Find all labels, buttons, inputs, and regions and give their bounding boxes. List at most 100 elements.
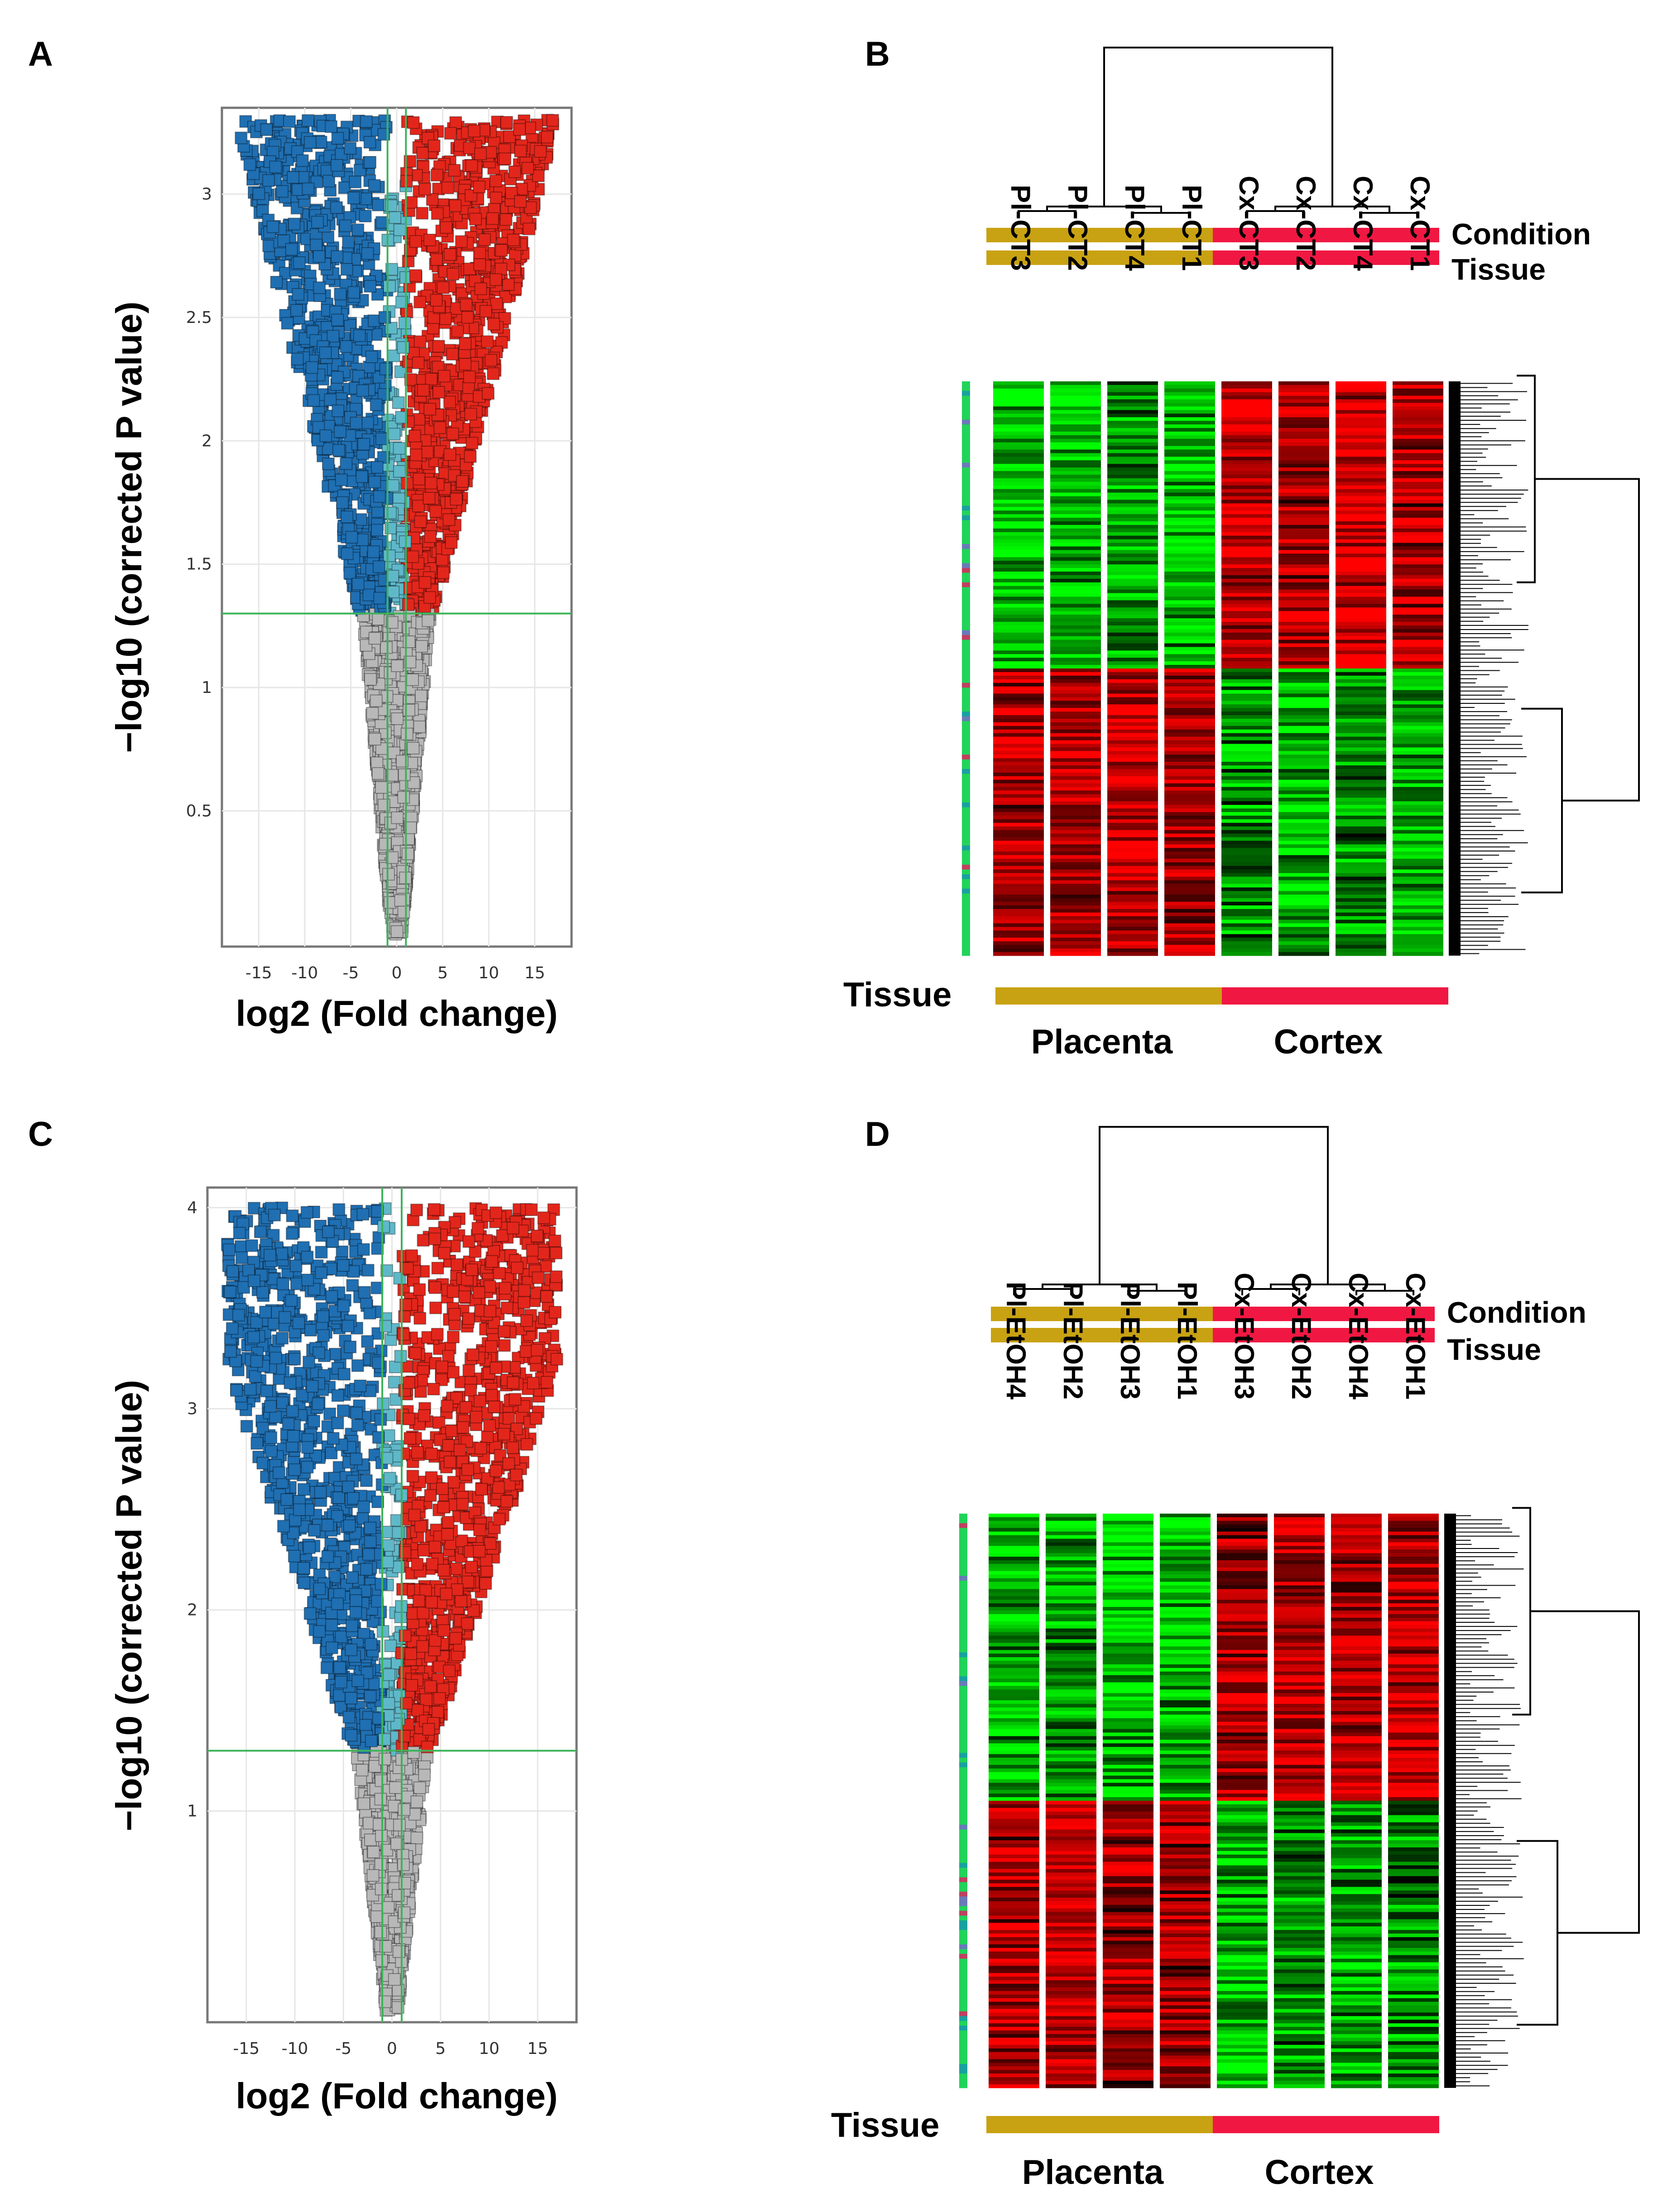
data-point xyxy=(331,371,344,384)
data-point xyxy=(464,1384,477,1397)
data-point xyxy=(361,1264,375,1277)
y-tick-label: 1.5 xyxy=(186,555,212,574)
data-point xyxy=(449,116,462,129)
data-point xyxy=(243,158,256,171)
data-point xyxy=(461,1575,475,1588)
data-point xyxy=(456,1421,470,1434)
data-point xyxy=(424,530,437,543)
data-point xyxy=(507,1376,520,1389)
data-point xyxy=(370,756,384,769)
data-point xyxy=(474,1442,487,1455)
data-point xyxy=(437,1624,450,1637)
data-point xyxy=(256,1286,269,1299)
data-point xyxy=(405,196,418,209)
x-tick-label: 0 xyxy=(392,964,402,982)
data-point xyxy=(303,1607,317,1620)
data-point xyxy=(364,673,377,686)
data-point xyxy=(413,413,426,426)
data-point xyxy=(351,223,365,236)
data-point xyxy=(550,1270,563,1283)
data-point xyxy=(447,1285,460,1298)
data-point xyxy=(350,417,363,430)
data-point xyxy=(473,258,486,271)
data-point xyxy=(289,1259,303,1272)
data-point xyxy=(392,396,405,409)
data-point xyxy=(540,1290,553,1303)
data-point xyxy=(310,238,323,251)
data-point xyxy=(375,216,389,229)
data-point xyxy=(397,791,410,804)
data-point xyxy=(481,1564,494,1577)
data-point xyxy=(402,832,415,846)
data-point xyxy=(398,317,411,330)
data-point xyxy=(423,492,436,505)
data-point xyxy=(328,1347,341,1361)
data-point xyxy=(235,1251,248,1265)
data-point xyxy=(291,352,304,365)
data-point xyxy=(292,1316,305,1329)
data-point xyxy=(495,262,508,275)
data-point xyxy=(254,1225,267,1238)
data-point xyxy=(356,1207,370,1221)
data-point xyxy=(499,152,512,165)
data-point xyxy=(467,125,481,138)
data-point xyxy=(363,1307,376,1320)
data-point xyxy=(266,220,279,233)
data-point xyxy=(347,192,360,205)
data-point xyxy=(342,1481,355,1494)
data-point xyxy=(322,231,335,244)
data-point xyxy=(260,1385,273,1398)
data-point xyxy=(455,235,468,248)
data-point xyxy=(284,1376,297,1390)
data-point xyxy=(442,1516,455,1529)
data-point xyxy=(465,159,478,172)
data-point xyxy=(410,1832,423,1845)
data-point xyxy=(311,216,324,229)
data-point xyxy=(450,493,463,506)
data-point xyxy=(473,246,486,260)
data-point xyxy=(492,1481,505,1494)
data-point xyxy=(378,311,391,324)
data-point xyxy=(372,613,385,626)
data-point xyxy=(447,1366,460,1379)
data-point xyxy=(375,781,388,794)
panel-label-a: A xyxy=(28,35,53,73)
data-point xyxy=(276,1277,289,1290)
data-point xyxy=(245,1239,259,1252)
data-point xyxy=(330,201,343,214)
data-point xyxy=(418,1409,431,1422)
data-point xyxy=(432,340,445,353)
data-point xyxy=(244,1383,257,1396)
data-point xyxy=(384,506,397,519)
data-point xyxy=(537,1246,550,1260)
data-point xyxy=(287,171,300,184)
data-point xyxy=(370,1910,384,1923)
data-point xyxy=(459,337,472,350)
data-point xyxy=(384,1639,397,1652)
data-point xyxy=(429,1301,442,1314)
data-point xyxy=(275,1247,288,1260)
data-point xyxy=(250,1355,263,1368)
data-point xyxy=(269,160,282,173)
data-point xyxy=(319,346,332,359)
data-point xyxy=(383,549,396,563)
data-point xyxy=(534,145,547,158)
data-point xyxy=(508,165,521,178)
data-point xyxy=(448,164,461,177)
data-point xyxy=(403,703,416,716)
data-point xyxy=(325,1618,338,1631)
data-point xyxy=(517,1296,530,1309)
data-point xyxy=(379,837,392,851)
data-point xyxy=(286,1404,299,1418)
data-point xyxy=(445,1424,458,1438)
data-point xyxy=(303,1356,316,1369)
data-point xyxy=(490,273,503,286)
data-point xyxy=(379,362,392,375)
data-point xyxy=(357,1243,370,1256)
data-point xyxy=(474,282,487,295)
data-point xyxy=(374,1413,387,1426)
data-point xyxy=(226,1265,239,1278)
data-point xyxy=(345,531,358,544)
data-point xyxy=(446,347,459,361)
data-point xyxy=(406,1607,419,1620)
